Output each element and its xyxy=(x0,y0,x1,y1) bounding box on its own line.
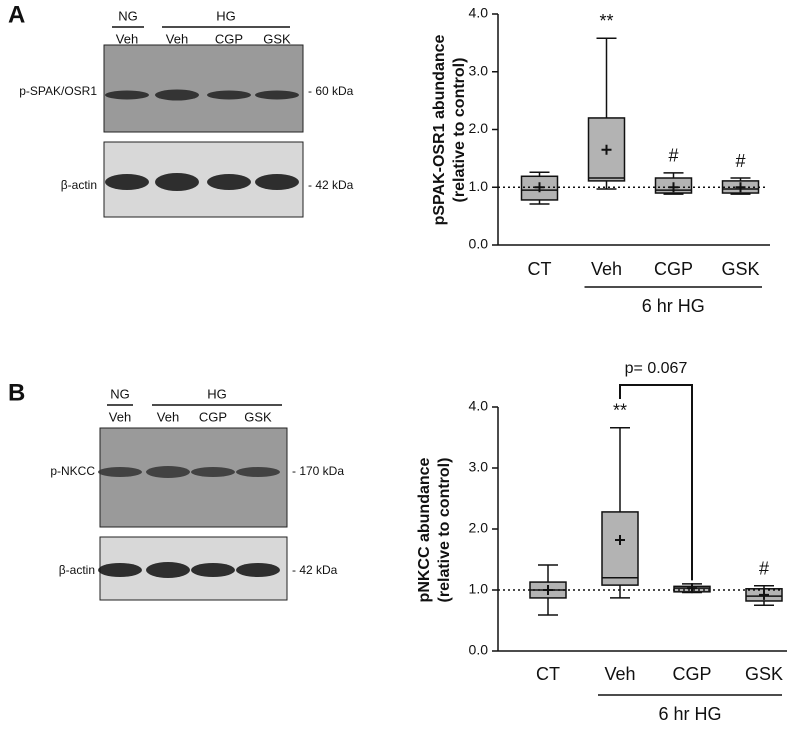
y-tick-label: 3.0 xyxy=(469,459,489,475)
y-tick-label: 3.0 xyxy=(469,62,489,78)
size-label: - 60 kDa xyxy=(308,84,354,98)
blot-image xyxy=(99,427,288,528)
significance-mark: # xyxy=(668,146,678,166)
group-label: HG xyxy=(207,386,227,401)
lane-label: CGP xyxy=(199,409,227,424)
size-label: - 170 kDa xyxy=(292,464,344,478)
y-tick-label: 0.0 xyxy=(469,642,489,658)
mean-marker xyxy=(601,144,612,155)
x-tick-label: CGP xyxy=(672,664,711,684)
blot-band xyxy=(191,563,235,577)
y-axis-title: pSPAK-OSR1 abundance xyxy=(431,34,448,225)
group-label: NG xyxy=(110,386,130,401)
blot-band xyxy=(255,174,299,190)
row-label: β-actin xyxy=(61,178,97,192)
row-label: β-actin xyxy=(59,563,95,577)
blot-band xyxy=(191,467,235,477)
blot-band xyxy=(146,466,190,478)
x-tick-label: Veh xyxy=(604,664,635,684)
y-tick-label: 1.0 xyxy=(469,178,489,194)
bracket xyxy=(619,384,693,581)
row-label: p-NKCC xyxy=(50,464,95,478)
blot-band xyxy=(255,90,299,100)
lane-label: Veh xyxy=(109,409,131,424)
row-label: p-SPAK/OSR1 xyxy=(19,84,97,98)
blot-band xyxy=(236,563,280,577)
mean-marker xyxy=(615,534,625,545)
y-tick-label: 2.0 xyxy=(469,520,489,536)
significance-mark: ** xyxy=(613,400,627,420)
x-tick-label: CT xyxy=(528,259,552,279)
y-tick-label: 2.0 xyxy=(469,120,489,136)
blot-band xyxy=(146,562,190,578)
lane-label: Veh xyxy=(157,409,179,424)
y-tick-label: 4.0 xyxy=(469,398,489,414)
y-tick-label: 0.0 xyxy=(469,236,489,252)
group-label: NG xyxy=(118,8,138,23)
lane-label: GSK xyxy=(263,31,291,46)
box xyxy=(601,511,639,586)
blot-band xyxy=(155,173,199,191)
x-tick-label: Veh xyxy=(591,259,622,279)
x-tick-label: CT xyxy=(536,664,560,684)
panel-label: A xyxy=(8,1,25,28)
y-axis-title: (relative to control) xyxy=(436,458,453,603)
blot-band xyxy=(236,467,280,477)
mean-marker xyxy=(687,583,697,594)
size-label: - 42 kDa xyxy=(292,563,338,577)
group-label: 6 hr HG xyxy=(658,704,721,724)
blot-band xyxy=(207,90,251,100)
x-tick-label: GSK xyxy=(745,664,783,684)
blot-band xyxy=(207,174,251,190)
size-label: - 42 kDa xyxy=(308,178,354,192)
blot-band xyxy=(105,174,149,190)
blot-band xyxy=(105,90,149,100)
group-label: HG xyxy=(216,8,236,23)
blot-band xyxy=(98,467,142,477)
lane-label: Veh xyxy=(116,31,138,46)
y-tick-label: 4.0 xyxy=(469,5,489,21)
blot-band xyxy=(155,89,199,101)
blot-band xyxy=(98,563,142,577)
y-tick-label: 1.0 xyxy=(469,581,489,597)
lane-label: GSK xyxy=(244,409,272,424)
y-axis-title: pNKCC abundance xyxy=(416,457,433,602)
lane-label: Veh xyxy=(166,31,188,46)
group-label: 6 hr HG xyxy=(642,296,705,316)
panel-label: B xyxy=(8,379,25,406)
lane-label: CGP xyxy=(215,31,243,46)
mean-marker xyxy=(759,589,769,600)
blot-image xyxy=(103,44,304,133)
significance-mark: # xyxy=(759,558,769,578)
significance-mark: # xyxy=(735,151,745,171)
x-tick-label: GSK xyxy=(721,259,759,279)
y-axis-title: (relative to control) xyxy=(451,58,468,203)
significance-mark: ** xyxy=(599,11,613,31)
x-tick-label: CGP xyxy=(654,259,693,279)
bracket-label: p= 0.067 xyxy=(625,360,688,377)
